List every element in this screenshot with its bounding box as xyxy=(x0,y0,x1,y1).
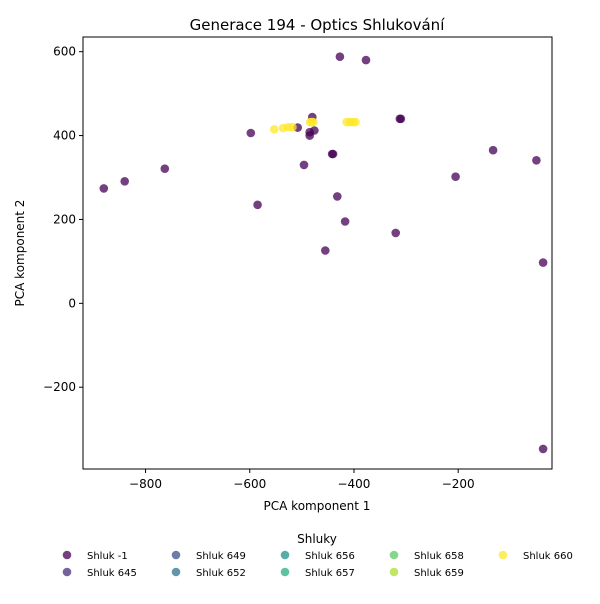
legend-label: Shluk 658 xyxy=(414,551,464,562)
y-axis-label: PCA komponent 2 xyxy=(13,200,27,307)
legend-entry: Shluk 658 xyxy=(389,550,464,562)
scatter-point xyxy=(391,228,401,238)
scatter-point xyxy=(451,172,460,181)
scatter-point xyxy=(488,145,498,155)
scatter-point xyxy=(309,117,318,127)
legend-marker xyxy=(280,567,290,577)
legend-marker xyxy=(498,550,508,560)
x-tick-label: −800 xyxy=(129,477,162,491)
legend-marker xyxy=(389,567,399,577)
legend-entry: Shluk -1 xyxy=(62,550,128,562)
y-tick-label: 600 xyxy=(53,45,76,59)
legend-entry: Shluk 657 xyxy=(280,567,355,579)
legend-marker xyxy=(171,550,181,560)
y-tick-label: 200 xyxy=(53,212,76,226)
legend-entry: Shluk 656 xyxy=(280,550,355,562)
scatter-point xyxy=(120,177,129,186)
legend-label: Shluk 657 xyxy=(305,568,355,579)
x-axis-label: PCA komponent 1 xyxy=(264,499,371,513)
scatter-point xyxy=(99,184,109,193)
x-tick-label: −600 xyxy=(233,477,266,491)
y-tick-label: 400 xyxy=(53,129,76,143)
legend-marker xyxy=(171,567,181,577)
legend-entry: Shluk 649 xyxy=(171,550,246,562)
scatter-point xyxy=(253,200,262,210)
legend-entry: Shluk 660 xyxy=(498,550,573,562)
legend-label: Shluk -1 xyxy=(87,551,128,562)
scatter-point xyxy=(351,117,360,127)
scatter-point xyxy=(269,125,279,134)
legend-entry: Shluk 645 xyxy=(62,567,137,579)
scatter-point xyxy=(538,258,548,267)
plot-frame xyxy=(82,36,553,470)
scatter-point xyxy=(532,156,541,165)
scatter-point xyxy=(299,160,309,170)
scatter-point xyxy=(310,126,319,135)
legend-marker xyxy=(62,550,72,560)
legend-label: Shluk 659 xyxy=(414,568,464,579)
scatter-point xyxy=(160,164,170,173)
y-tick-label: 0 xyxy=(68,296,76,310)
legend-label: Shluk 645 xyxy=(87,568,137,579)
legend-label: Shluk 652 xyxy=(196,568,246,579)
scatter-point xyxy=(335,52,345,61)
x-tick-label: −200 xyxy=(442,477,475,491)
points-layer xyxy=(99,52,548,454)
scatter-point xyxy=(340,217,350,226)
legend-marker xyxy=(62,567,72,577)
legend-label: Shluk 656 xyxy=(305,551,355,562)
scatter-point xyxy=(246,128,256,138)
y-tick-label: −200 xyxy=(43,380,76,394)
legend-title: Shluky xyxy=(297,532,337,546)
scatter-point xyxy=(361,55,371,65)
legend-entry: Shluk 659 xyxy=(389,567,464,579)
scatter-point xyxy=(288,122,297,132)
legend-marker xyxy=(389,550,399,560)
legend-marker xyxy=(280,550,290,560)
legend: Shluk -1 Shluk 645 Shluk 649 Shluk 652 Shluk… xyxy=(62,550,573,579)
scatter-point xyxy=(328,149,338,159)
chart-title: Generace 194 - Optics Shlukování xyxy=(190,16,446,34)
legend-entry: Shluk 652 xyxy=(171,567,246,579)
legend-label: Shluk 649 xyxy=(196,551,246,562)
scatter-point xyxy=(538,444,548,454)
x-tick-label: −400 xyxy=(337,477,370,491)
scatter-point xyxy=(333,192,342,201)
scatter-point xyxy=(321,246,330,255)
legend-label: Shluk 660 xyxy=(523,551,573,562)
scatter-point xyxy=(396,114,406,124)
ticks-layer: −800 −600 −400 −200 −200 0 200 400 600 xyxy=(43,45,475,491)
